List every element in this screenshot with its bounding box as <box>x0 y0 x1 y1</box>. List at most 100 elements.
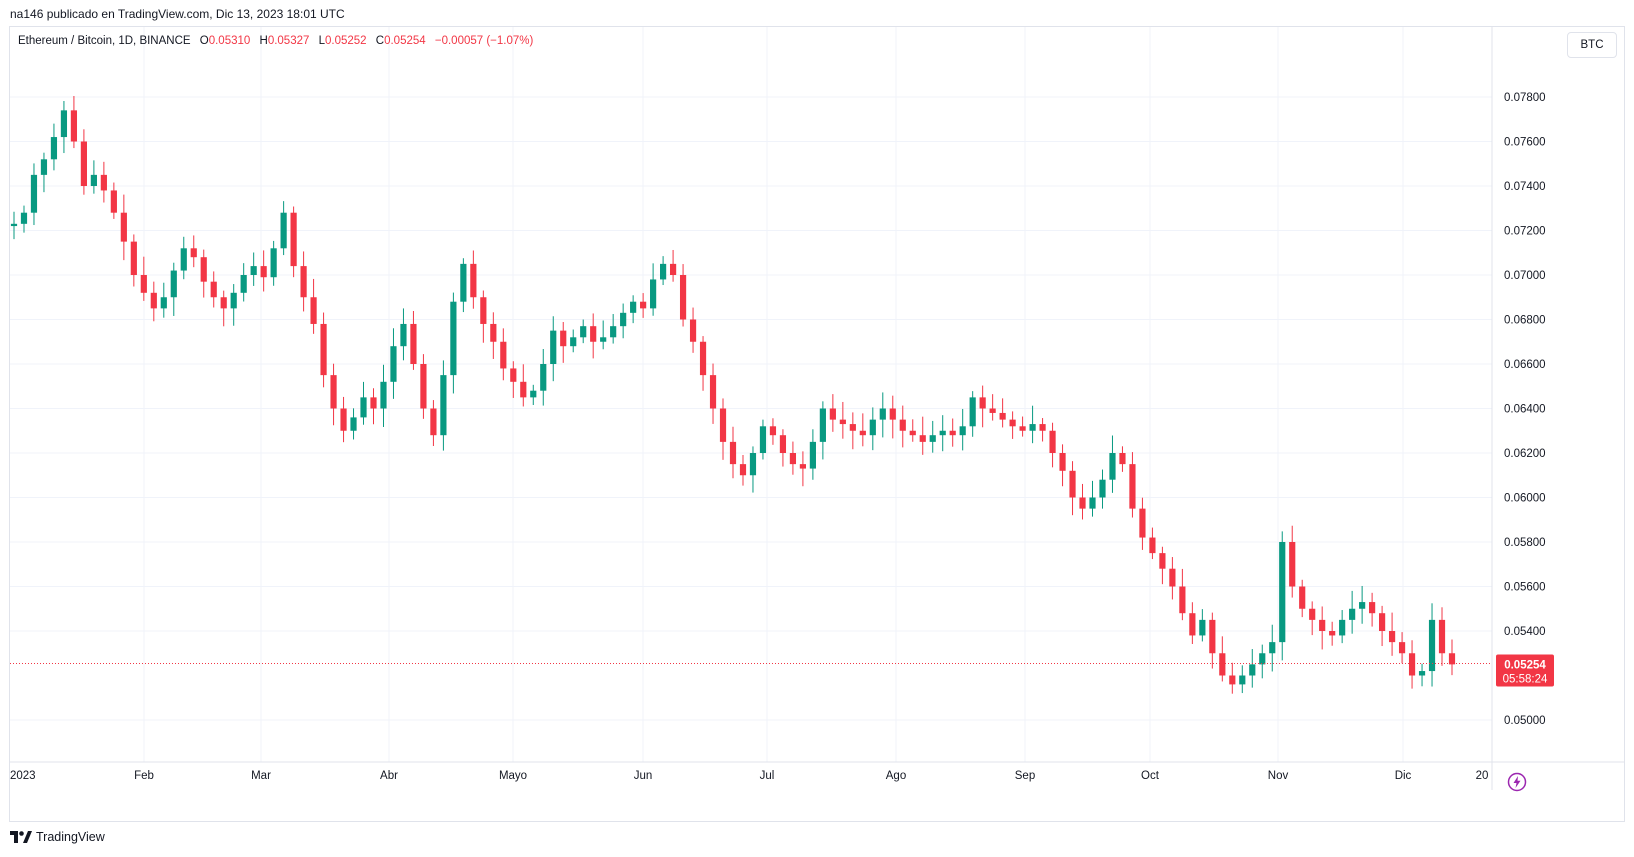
candle-56 <box>570 329 577 353</box>
candle-70 <box>709 363 717 424</box>
candle-138 <box>1388 612 1396 656</box>
candle-5 <box>60 100 68 154</box>
candle-30 <box>310 278 317 334</box>
candle-132 <box>1329 621 1336 646</box>
candle-81 <box>819 401 826 460</box>
candle-107 <box>1079 483 1086 520</box>
candle-52 <box>530 384 537 405</box>
price-tag-value: 0.05254 <box>1504 659 1546 671</box>
candle-98 <box>989 394 996 421</box>
candle-74 <box>749 446 757 493</box>
candle-14 <box>150 281 157 322</box>
candle-87 <box>879 392 886 438</box>
candle-34 <box>350 408 357 440</box>
candle-82 <box>829 394 836 432</box>
candle-54 <box>550 316 557 382</box>
candle-131 <box>1319 606 1326 650</box>
footer-brand: TradingView <box>36 830 105 844</box>
y-tick-label-10: 0.05800 <box>1504 537 1546 549</box>
candle-23 <box>240 263 247 302</box>
candle-26 <box>270 240 277 286</box>
candle-103 <box>1039 418 1046 442</box>
candle-55 <box>560 321 567 363</box>
candle-20 <box>210 271 217 308</box>
candle-85 <box>859 413 866 447</box>
x-tick-label-0: 2023 <box>10 770 36 782</box>
y-tick-label-5: 0.06800 <box>1504 315 1546 327</box>
candle-80 <box>809 429 816 480</box>
candle-68 <box>689 307 697 353</box>
candle-71 <box>719 398 727 460</box>
candle-59 <box>600 320 607 350</box>
candle-79 <box>799 451 806 487</box>
y-tick-label-3: 0.07200 <box>1504 226 1546 238</box>
candle-106 <box>1069 461 1076 516</box>
lightning-bolt-icon[interactable] <box>1507 772 1527 792</box>
candle-109 <box>1099 469 1106 509</box>
x-tick-label-6: Jul <box>760 770 775 782</box>
high-value: 0.05327 <box>267 35 310 47</box>
candle-39 <box>400 308 407 361</box>
high-label: H <box>259 35 268 47</box>
candle-142 <box>1428 603 1436 687</box>
y-tick-label-7: 0.06400 <box>1504 404 1546 416</box>
x-tick-label-4: Mayo <box>499 770 527 782</box>
candle-3 <box>40 152 48 193</box>
x-tick-label-1: Feb <box>134 770 154 782</box>
y-tick-label-2: 0.07400 <box>1504 181 1546 193</box>
candle-69 <box>699 336 707 391</box>
candle-13 <box>140 256 147 301</box>
candle-58 <box>590 313 597 359</box>
x-tick-label-5: Jun <box>634 770 653 782</box>
candle-33 <box>340 396 347 443</box>
x-tick-label-3: Abr <box>380 770 398 782</box>
candle-7 <box>80 129 87 195</box>
y-tick-label-6: 0.06600 <box>1504 359 1546 371</box>
price-tag-countdown: 05:58:24 <box>1503 673 1548 685</box>
candle-116 <box>1169 557 1176 600</box>
chart-frame[interactable] <box>9 26 1625 822</box>
candle-50 <box>510 361 517 398</box>
candle-47 <box>480 290 487 343</box>
candle-11 <box>120 194 127 261</box>
candle-118 <box>1189 602 1196 644</box>
open-value: 0.05310 <box>208 35 251 47</box>
candle-22 <box>230 284 237 326</box>
candle-65 <box>660 256 667 286</box>
candle-136 <box>1369 592 1376 627</box>
candle-94 <box>949 418 956 447</box>
candle-72 <box>729 426 737 479</box>
candle-115 <box>1159 546 1166 585</box>
candle-36 <box>370 388 377 425</box>
candle-25 <box>260 250 267 292</box>
footer-logo[interactable]: TradingView <box>10 830 105 844</box>
x-tick-label-11: Dic <box>1395 770 1412 782</box>
candle-112 <box>1129 452 1136 518</box>
candle-0 <box>10 211 18 240</box>
candle-77 <box>779 429 787 467</box>
candle-114 <box>1149 527 1156 560</box>
candle-67 <box>679 264 687 327</box>
candle-105 <box>1059 444 1066 487</box>
candle-42 <box>430 400 437 447</box>
y-tick-label-4: 0.07000 <box>1504 270 1546 282</box>
candle-15 <box>160 282 167 318</box>
candle-2 <box>30 163 38 226</box>
candle-9 <box>100 161 107 203</box>
candle-38 <box>390 328 397 399</box>
open-label: O <box>199 35 209 47</box>
y-tick-label-9: 0.06000 <box>1504 493 1546 505</box>
candle-140 <box>1408 640 1416 689</box>
x-tick-label-12: 20 <box>1476 770 1489 782</box>
candle-28 <box>290 206 297 278</box>
tradingview-logo-icon <box>10 831 32 843</box>
x-tick-label-2: Mar <box>251 770 271 782</box>
currency-button[interactable]: BTC <box>1567 32 1617 58</box>
candle-40 <box>410 310 417 370</box>
candle-91 <box>919 416 926 455</box>
candle-88 <box>889 395 896 439</box>
candle-8 <box>90 160 97 194</box>
candle-12 <box>130 234 137 287</box>
candle-134 <box>1349 590 1356 634</box>
